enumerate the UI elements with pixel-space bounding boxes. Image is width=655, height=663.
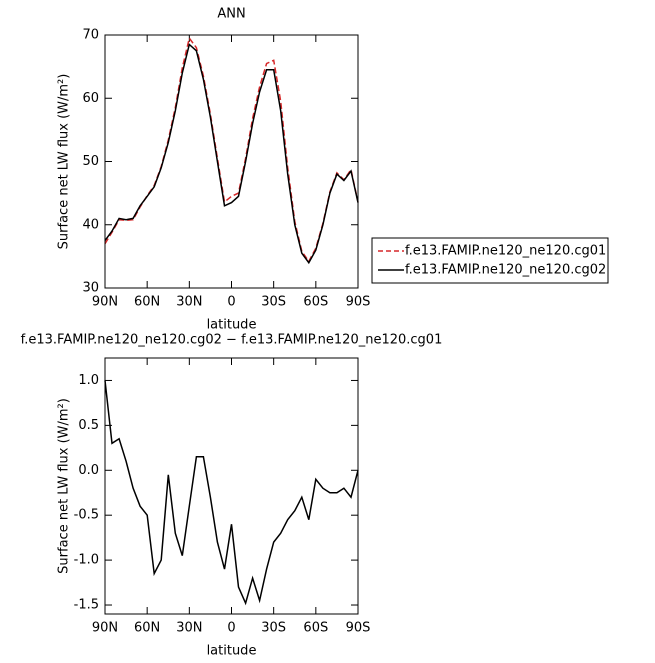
legend-box: [371, 237, 609, 284]
x-axis-label: latitude: [207, 644, 257, 659]
x-tick-label: 90N: [92, 295, 118, 310]
x-tick-label: 60N: [134, 295, 160, 310]
x-tick-label: 30S: [261, 295, 286, 310]
x-tick-label: 90S: [346, 295, 371, 310]
plot-frame: [104, 357, 359, 615]
y-tick-label: -1.0: [74, 553, 99, 568]
x-tick-label: 0: [227, 295, 235, 310]
y-tick-label: 30: [82, 281, 99, 296]
y-tick-label: 70: [82, 28, 99, 43]
chart-title: ANN: [217, 7, 245, 22]
x-tick-label: 0: [227, 621, 235, 636]
x-tick-label: 60S: [303, 295, 328, 310]
x-tick-label: 30N: [176, 295, 202, 310]
y-tick-label: 0.0: [78, 463, 99, 478]
data-line: [104, 43, 359, 265]
legend-label: f.e13.FAMIP.ne120_ne120.cg02: [405, 263, 606, 278]
x-tick-label: 30S: [261, 621, 286, 636]
x-tick-label: 60S: [303, 621, 328, 636]
y-axis-label: Surface net LW flux (W/m²): [57, 74, 72, 250]
y-tick-label: 1.0: [78, 373, 99, 388]
y-tick-label: 50: [82, 154, 99, 169]
y-tick-label: 0.5: [78, 418, 99, 433]
y-tick-label: -0.5: [74, 508, 99, 523]
y-tick-label: 60: [82, 91, 99, 106]
x-tick-label: 90N: [92, 621, 118, 636]
legend-label: f.e13.FAMIP.ne120_ne120.cg01: [405, 244, 606, 259]
plot-frame: [104, 34, 359, 289]
data-line: [104, 36, 359, 263]
x-tick-label: 90S: [346, 621, 371, 636]
x-tick-label: 30N: [176, 621, 202, 636]
y-tick-label: -1.5: [74, 598, 99, 613]
x-axis-label: latitude: [207, 318, 257, 333]
y-tick-label: 40: [82, 217, 99, 232]
y-axis-label: Surface net LW flux (W/m²): [57, 398, 72, 574]
chart-title: f.e13.FAMIP.ne120_ne120.cg02 − f.e13.FAM…: [21, 333, 443, 348]
data-line: [104, 380, 359, 606]
x-tick-label: 60N: [134, 621, 160, 636]
legend: f.e13.FAMIP.ne120_ne120.cg01 f.e13.FAMIP.…: [371, 237, 609, 284]
